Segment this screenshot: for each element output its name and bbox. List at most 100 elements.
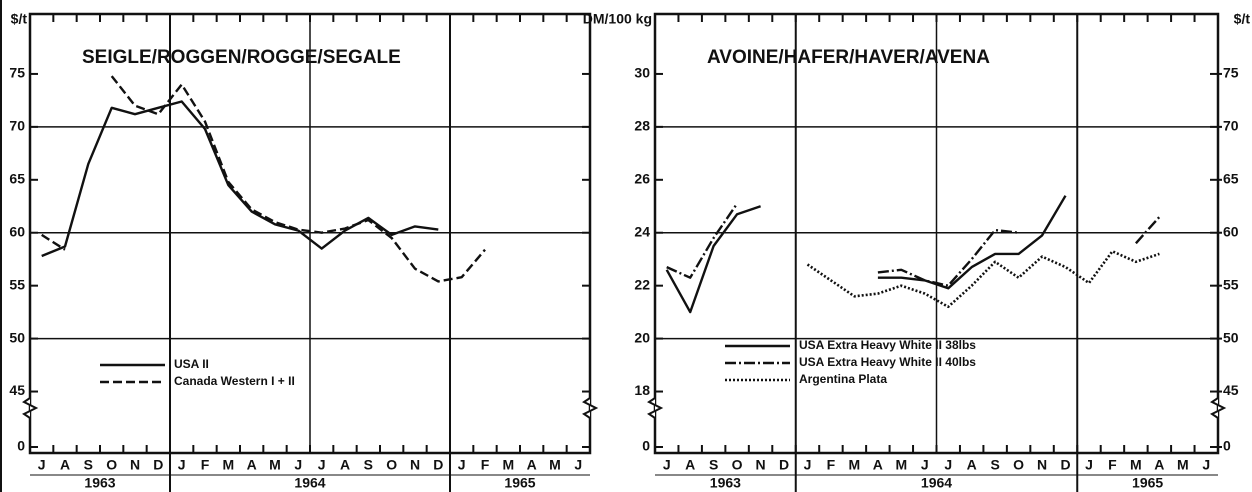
y-tick-label: 55 bbox=[9, 276, 25, 292]
chart-title: AVOINE/HAFER/HAVER/AVENA bbox=[707, 47, 990, 68]
x-tick-label: J bbox=[663, 457, 671, 473]
x-tick-label: D bbox=[153, 457, 163, 473]
legend-label: Argentina Plata bbox=[799, 372, 887, 386]
y-tick-label: 22 bbox=[634, 276, 650, 292]
x-tick-label: D bbox=[779, 457, 789, 473]
y2-tick-label: 55 bbox=[1223, 276, 1239, 292]
x-tick-label: O bbox=[732, 457, 743, 473]
x-tick-label: N bbox=[1037, 457, 1047, 473]
y-tick-label: 28 bbox=[634, 118, 650, 134]
y-tick-label: 26 bbox=[634, 171, 650, 187]
y-tick-label: 70 bbox=[9, 118, 25, 134]
y-tick-label: 65 bbox=[9, 171, 25, 187]
x-tick-label: J bbox=[1202, 457, 1210, 473]
x-tick-label: N bbox=[130, 457, 140, 473]
year-label: 1963 bbox=[710, 475, 741, 491]
data-line bbox=[666, 202, 1161, 287]
y-tick-label: 0 bbox=[642, 438, 650, 454]
x-tick-label: A bbox=[340, 457, 350, 473]
y-tick-label: 30 bbox=[634, 65, 650, 81]
x-tick-label: N bbox=[756, 457, 766, 473]
y2-tick-label: 75 bbox=[1223, 65, 1239, 81]
y2-tick-label: 45 bbox=[1223, 382, 1239, 398]
x-tick-label: S bbox=[364, 457, 373, 473]
year-label: 1965 bbox=[1132, 475, 1163, 491]
x-tick-label: M bbox=[849, 457, 861, 473]
x-tick-label: J bbox=[38, 457, 46, 473]
y-tick-label: 20 bbox=[634, 329, 650, 345]
x-tick-label: M bbox=[549, 457, 561, 473]
year-label: 1963 bbox=[84, 475, 115, 491]
x-tick-label: A bbox=[1154, 457, 1164, 473]
legend-label: USA Extra Heavy White II 40lbs bbox=[799, 355, 976, 369]
y2-axis-label: $/t bbox=[1234, 11, 1251, 27]
x-tick-label: S bbox=[709, 457, 718, 473]
x-tick-label: A bbox=[685, 457, 695, 473]
data-line bbox=[806, 250, 1160, 309]
y-axis-label: DM/100 kg bbox=[583, 11, 652, 27]
y-tick-label: 24 bbox=[634, 223, 650, 239]
x-tick-label: A bbox=[247, 457, 257, 473]
x-tick-label: M bbox=[222, 457, 234, 473]
x-tick-label: O bbox=[106, 457, 117, 473]
y2-tick-label: 70 bbox=[1223, 118, 1239, 134]
legend-label: Canada Western I + II bbox=[174, 374, 295, 388]
x-tick-label: J bbox=[458, 457, 466, 473]
x-tick-label: J bbox=[318, 457, 326, 473]
y2-tick-label: 60 bbox=[1223, 223, 1239, 239]
y-tick-label: 60 bbox=[9, 223, 25, 239]
x-tick-label: A bbox=[873, 457, 883, 473]
legend-label: USA II bbox=[174, 357, 209, 371]
y-tick-label: 75 bbox=[9, 65, 25, 81]
x-tick-label: A bbox=[60, 457, 70, 473]
y2-tick-label: 0 bbox=[1223, 438, 1231, 454]
x-tick-label: M bbox=[895, 457, 907, 473]
x-tick-label: M bbox=[269, 457, 281, 473]
chart-title: SEIGLE/ROGGEN/ROGGE/SEGALE bbox=[82, 47, 401, 68]
data-line bbox=[41, 100, 439, 258]
x-tick-label: J bbox=[574, 457, 582, 473]
x-tick-label: D bbox=[433, 457, 443, 473]
x-tick-label: M bbox=[1130, 457, 1142, 473]
x-tick-label: J bbox=[921, 457, 929, 473]
x-tick-label: N bbox=[410, 457, 420, 473]
axis-break bbox=[647, 397, 664, 419]
x-tick-label: A bbox=[527, 457, 537, 473]
y-tick-label: 50 bbox=[9, 329, 25, 345]
x-tick-label: J bbox=[804, 457, 812, 473]
x-tick-label: S bbox=[990, 457, 999, 473]
x-tick-label: J bbox=[944, 457, 952, 473]
legend-label: USA Extra Heavy White II 38lbs bbox=[799, 338, 976, 352]
x-tick-label: M bbox=[1177, 457, 1189, 473]
x-tick-label: F bbox=[1108, 457, 1117, 473]
x-tick-label: J bbox=[178, 457, 186, 473]
data-line bbox=[665, 195, 1067, 314]
year-label: 1964 bbox=[294, 475, 325, 491]
x-tick-label: O bbox=[1013, 457, 1024, 473]
x-tick-label: A bbox=[967, 457, 977, 473]
x-tick-label: M bbox=[502, 457, 514, 473]
x-tick-label: J bbox=[294, 457, 302, 473]
y2-tick-label: 65 bbox=[1223, 171, 1239, 187]
x-tick-label: F bbox=[827, 457, 836, 473]
year-label: 1965 bbox=[504, 475, 535, 491]
y-tick-label: 0 bbox=[17, 438, 25, 454]
x-tick-label: O bbox=[386, 457, 397, 473]
axis-break bbox=[1210, 397, 1227, 419]
y-axis-label: $/t bbox=[11, 11, 28, 27]
x-tick-label: F bbox=[201, 457, 210, 473]
x-tick-label: J bbox=[1085, 457, 1093, 473]
year-label: 1964 bbox=[921, 475, 952, 491]
x-tick-label: D bbox=[1060, 457, 1070, 473]
y-tick-label: 18 bbox=[634, 382, 650, 398]
y2-tick-label: 50 bbox=[1223, 329, 1239, 345]
y-tick-label: 45 bbox=[9, 382, 25, 398]
data-line bbox=[41, 75, 486, 283]
x-tick-label: F bbox=[481, 457, 490, 473]
x-tick-label: S bbox=[84, 457, 93, 473]
axis-break bbox=[22, 397, 39, 419]
axis-break bbox=[582, 397, 599, 419]
